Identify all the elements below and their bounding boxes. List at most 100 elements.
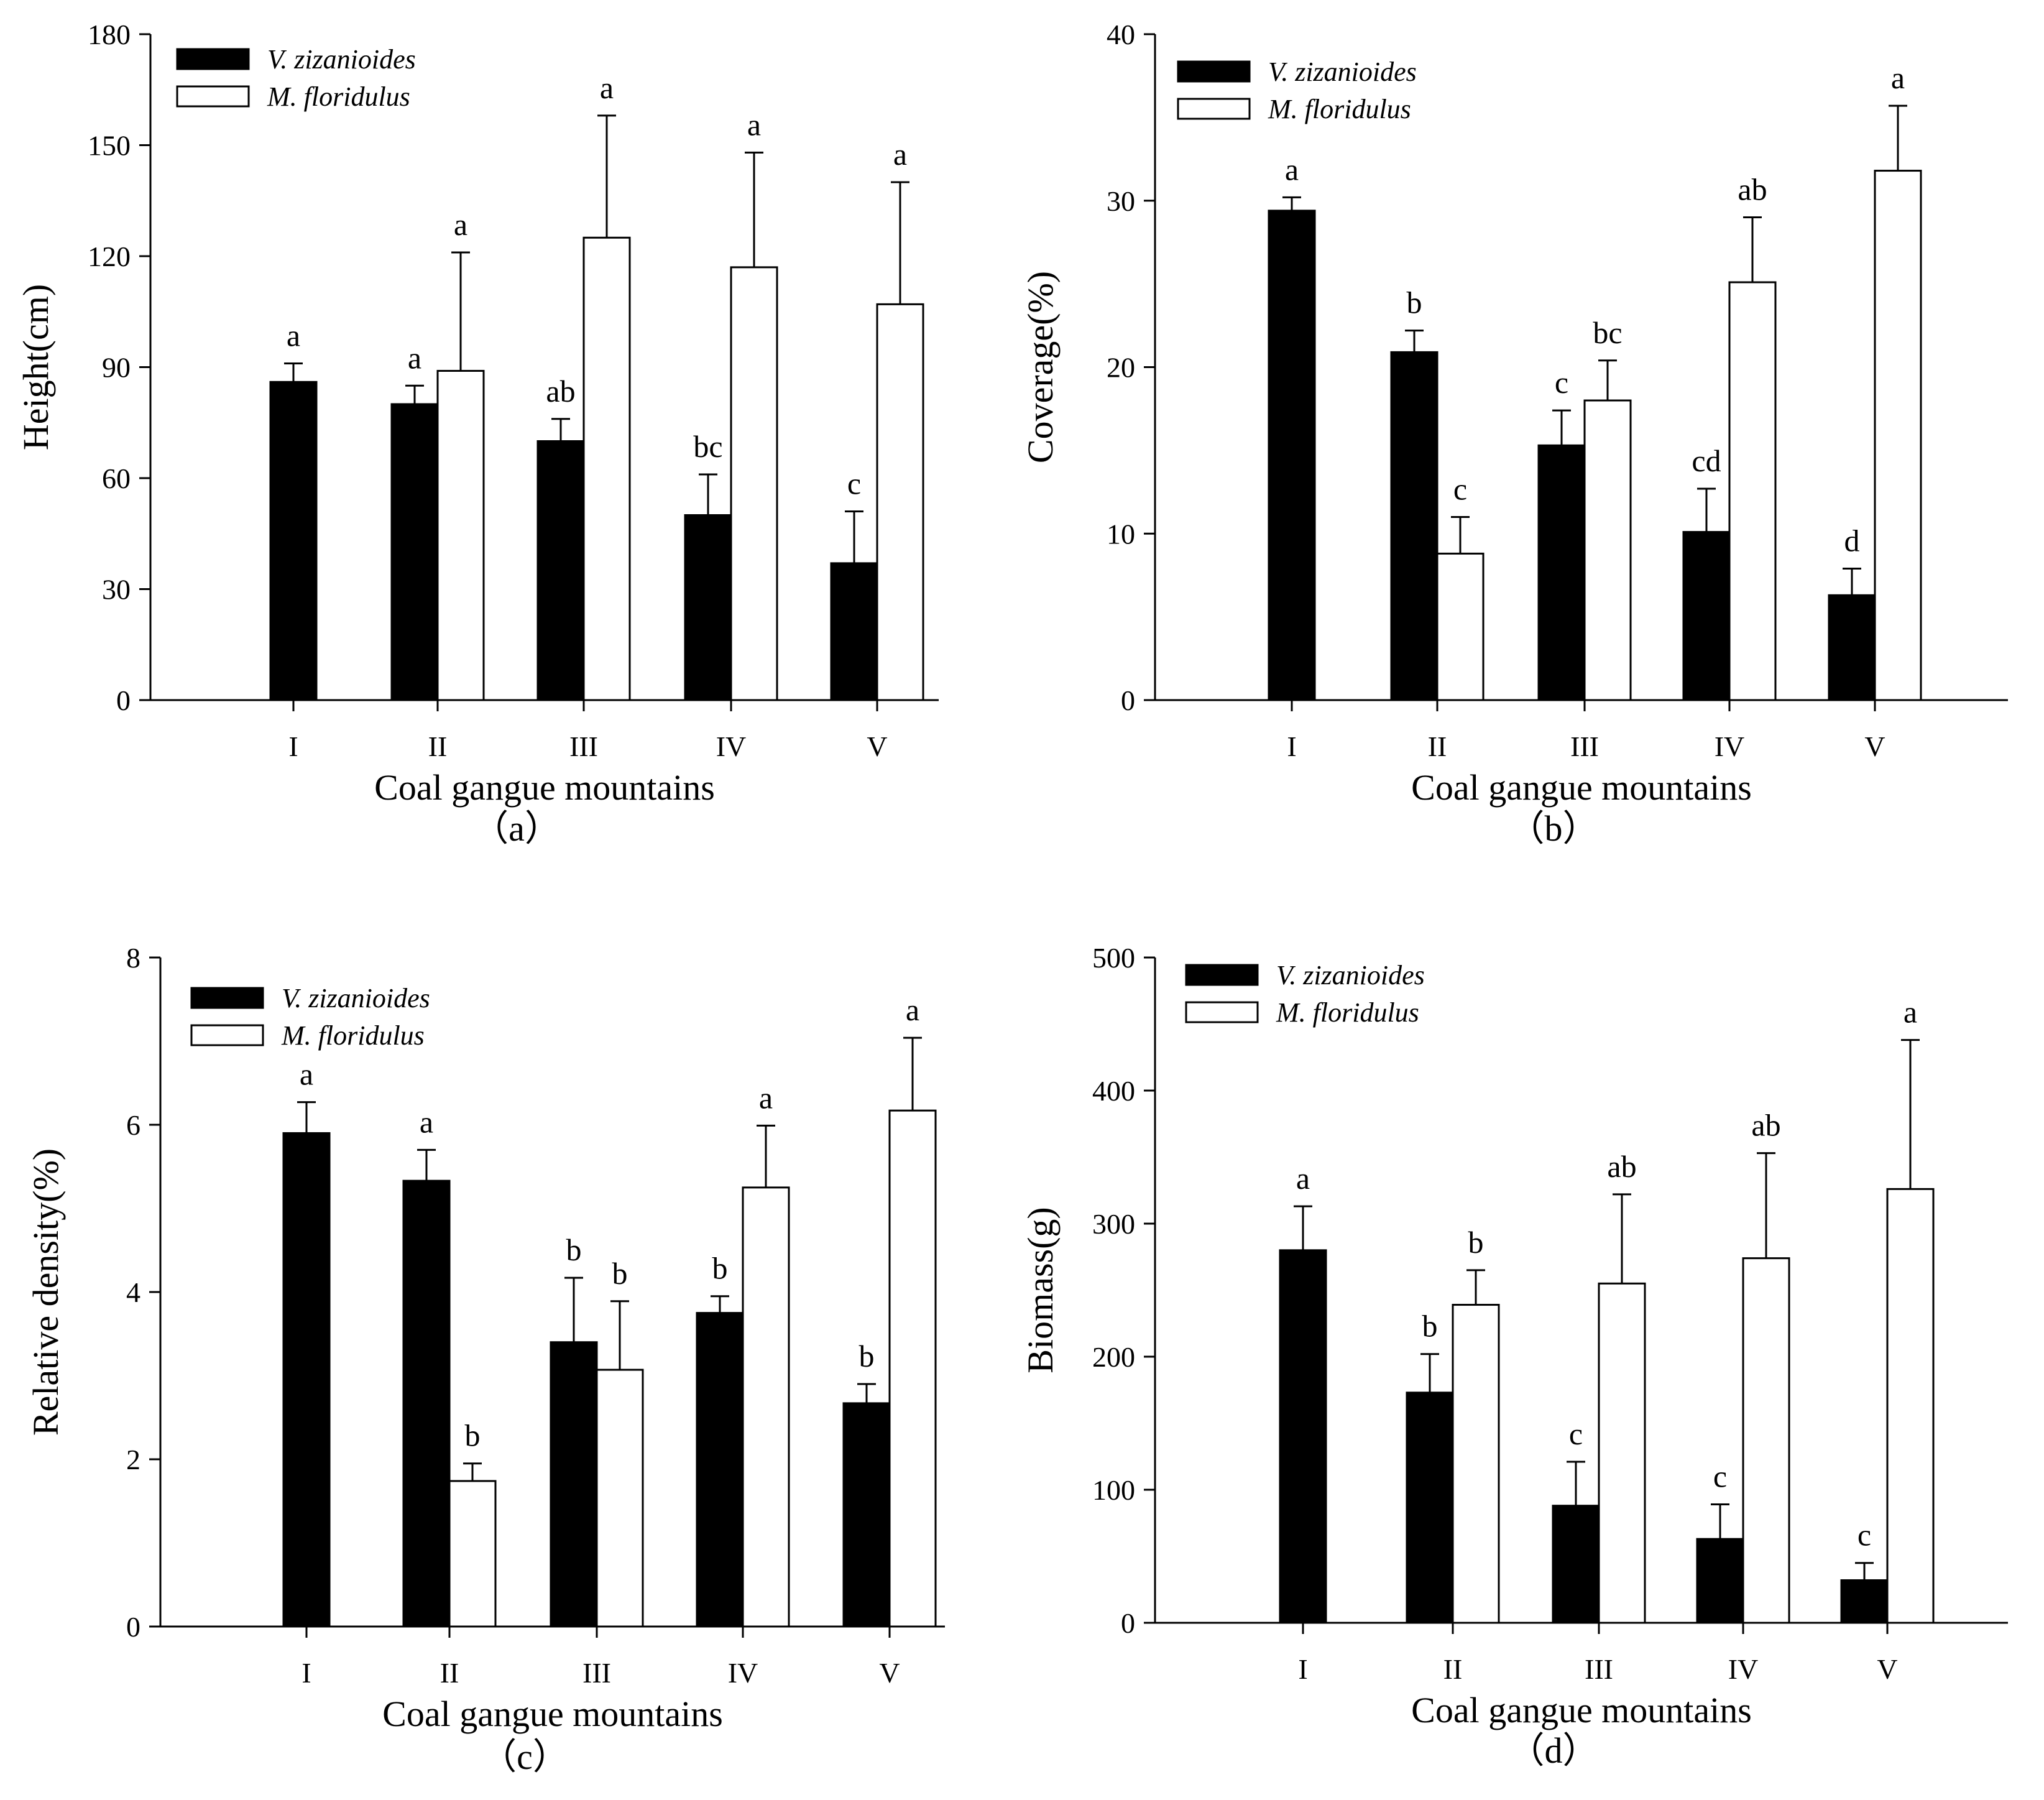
bar-m-floridulus — [730, 266, 778, 701]
x-tick-label: V — [1864, 731, 1885, 762]
significance-letter: c — [1858, 1518, 1871, 1553]
panel-label: （b） — [1508, 808, 1598, 849]
legend-swatch-m-floridulus — [190, 1024, 264, 1046]
x-tick-label: IV — [728, 1657, 758, 1689]
x-axis-title: Coal gangue mountains — [1411, 1690, 1752, 1730]
significance-letter: a — [1904, 995, 1917, 1030]
bar-m-floridulus — [742, 1186, 790, 1628]
legend-swatch-v-zizanioides — [1177, 60, 1251, 83]
legend-label-v-zizanioides: V. zizanioides — [282, 983, 430, 1013]
y-tick-label: 120 — [88, 241, 131, 272]
x-tick-label: V — [879, 1657, 900, 1689]
y-tick-label: 100 — [1092, 1474, 1135, 1506]
bar-v-zizanioides — [1279, 1249, 1327, 1624]
x-tick-label: I — [1298, 1653, 1307, 1685]
x-tick-label: IV — [1715, 731, 1745, 762]
y-tick-label: 6 — [126, 1109, 140, 1141]
y-tick-label: 0 — [1121, 1607, 1135, 1639]
legend-swatch-m-floridulus — [176, 85, 250, 108]
legend-swatch-v-zizanioides — [1185, 964, 1259, 986]
significance-letter: ab — [1738, 172, 1767, 207]
x-tick-label: IV — [1728, 1653, 1759, 1685]
x-tick-label: III — [582, 1657, 611, 1689]
y-axis-title: Relative density(%) — [25, 1148, 66, 1436]
significance-letter: a — [454, 207, 467, 242]
y-tick-label: 2 — [126, 1444, 140, 1475]
significance-letter: cd — [1692, 443, 1721, 478]
legend-label-v-zizanioides: V. zizanioides — [267, 44, 416, 75]
bar-m-floridulus — [876, 303, 924, 701]
bar-m-floridulus — [436, 369, 485, 701]
legend-label-m-floridulus: M. floridulus — [1268, 94, 1411, 124]
bar-v-zizanioides — [842, 1402, 891, 1628]
y-tick-label: 20 — [1107, 352, 1135, 384]
x-tick-label: I — [302, 1657, 311, 1689]
significance-letter: d — [1844, 523, 1860, 558]
bar-v-zizanioides — [1537, 444, 1586, 701]
legend-label-v-zizanioides: V. zizanioides — [1268, 57, 1417, 87]
significance-letter: a — [1891, 60, 1905, 95]
y-axis-title: Height(cm) — [16, 284, 56, 450]
x-tick-label: II — [1428, 731, 1447, 762]
x-tick-label: III — [569, 731, 598, 762]
significance-letter: ab — [1607, 1149, 1636, 1184]
y-tick-label: 150 — [88, 130, 131, 162]
panel-label: （d） — [1508, 1730, 1598, 1771]
significance-letter: c — [1569, 1416, 1583, 1451]
significance-letter: a — [420, 1104, 433, 1139]
y-tick-label: 200 — [1092, 1341, 1135, 1373]
y-tick-label: 0 — [116, 685, 131, 716]
significance-letter: c — [1453, 471, 1467, 506]
significance-letter: a — [600, 70, 614, 105]
significance-letter: a — [408, 340, 421, 375]
significance-letter: c — [1713, 1459, 1727, 1494]
legend-label-m-floridulus: M. floridulus — [267, 81, 410, 112]
bar-v-zizanioides — [696, 1312, 744, 1628]
bar-v-zizanioides — [684, 514, 732, 701]
y-axis-title: Biomass(g) — [1020, 1207, 1061, 1373]
significance-letter: c — [847, 466, 861, 501]
x-tick-label: II — [440, 1657, 459, 1689]
y-tick-label: 40 — [1107, 19, 1135, 50]
x-tick-label: IV — [716, 731, 747, 762]
significance-letter: c — [1555, 365, 1568, 400]
bar-v-zizanioides — [282, 1132, 331, 1628]
bar-m-floridulus — [1436, 552, 1485, 701]
bar-v-zizanioides — [1696, 1538, 1744, 1624]
bar-v-zizanioides — [402, 1179, 451, 1628]
x-tick-label: I — [288, 731, 298, 762]
panel-label: （a） — [472, 808, 561, 849]
significance-letter: b — [612, 1256, 628, 1291]
significance-letter: a — [1296, 1161, 1310, 1196]
x-tick-label: II — [1443, 1653, 1463, 1685]
bar-v-zizanioides — [1828, 594, 1876, 701]
y-tick-label: 4 — [126, 1276, 140, 1308]
y-tick-label: 0 — [126, 1611, 140, 1643]
x-tick-label: I — [1287, 731, 1296, 762]
y-tick-label: 10 — [1107, 518, 1135, 550]
y-axis-title: Coverage(%) — [1020, 271, 1061, 463]
y-tick-label: 180 — [88, 19, 131, 50]
y-tick-label: 300 — [1092, 1208, 1135, 1240]
bar-m-floridulus — [1874, 170, 1922, 701]
significance-letter: ab — [546, 374, 575, 408]
y-tick-label: 500 — [1092, 942, 1135, 974]
significance-letter: a — [747, 107, 761, 142]
significance-letter: a — [906, 992, 919, 1027]
significance-letter: b — [1422, 1309, 1438, 1344]
y-tick-label: 90 — [102, 352, 131, 384]
significance-letter: b — [712, 1251, 728, 1286]
bar-m-floridulus — [596, 1368, 644, 1628]
significance-letter: bc — [1593, 315, 1622, 350]
x-tick-label: V — [1877, 1653, 1897, 1685]
y-tick-label: 60 — [102, 463, 131, 494]
legend-swatch-v-zizanioides — [176, 48, 250, 70]
bar-m-floridulus — [1886, 1188, 1935, 1624]
significance-letter: b — [1407, 285, 1422, 320]
y-tick-label: 0 — [1121, 685, 1135, 716]
bar-m-floridulus — [888, 1109, 937, 1628]
